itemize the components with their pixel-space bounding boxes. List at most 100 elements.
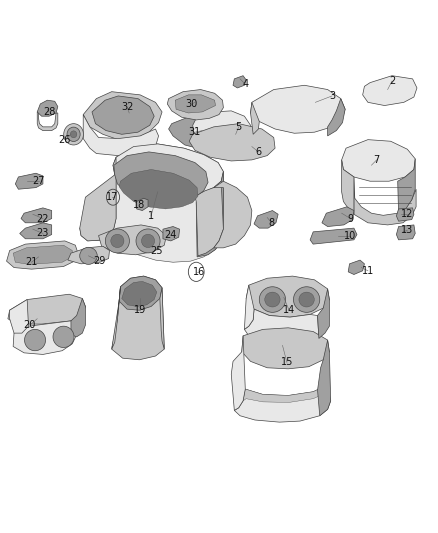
Polygon shape (310, 228, 357, 244)
Text: 7: 7 (374, 155, 380, 165)
Polygon shape (119, 276, 162, 310)
Ellipse shape (259, 287, 286, 312)
Ellipse shape (70, 131, 77, 138)
Text: 31: 31 (189, 127, 201, 137)
Text: 15: 15 (281, 358, 293, 367)
Text: 26: 26 (59, 135, 71, 144)
Ellipse shape (141, 235, 155, 248)
Text: 1: 1 (148, 211, 154, 221)
Text: 13: 13 (401, 225, 413, 235)
Text: 22: 22 (37, 214, 49, 223)
Polygon shape (122, 281, 157, 306)
Polygon shape (196, 172, 223, 257)
Text: 28: 28 (43, 107, 55, 117)
Polygon shape (167, 90, 223, 120)
Polygon shape (99, 225, 166, 255)
Polygon shape (318, 289, 329, 338)
Polygon shape (243, 385, 328, 402)
Polygon shape (251, 85, 345, 133)
Polygon shape (193, 111, 251, 145)
Text: 23: 23 (37, 229, 49, 238)
Text: 8: 8 (268, 218, 275, 228)
Polygon shape (214, 181, 252, 248)
Polygon shape (112, 276, 164, 360)
Polygon shape (10, 300, 28, 333)
Ellipse shape (67, 127, 80, 141)
Polygon shape (175, 95, 215, 113)
Text: 3: 3 (329, 91, 335, 101)
Text: 10: 10 (344, 231, 357, 240)
Ellipse shape (105, 229, 130, 253)
Polygon shape (244, 309, 319, 349)
Polygon shape (251, 102, 259, 134)
Polygon shape (113, 144, 223, 196)
Polygon shape (398, 159, 415, 214)
Polygon shape (112, 287, 120, 349)
Ellipse shape (111, 235, 124, 248)
Text: 16: 16 (193, 267, 205, 277)
Polygon shape (363, 76, 417, 106)
Polygon shape (354, 177, 416, 225)
Polygon shape (342, 140, 415, 181)
Text: 21: 21 (25, 257, 38, 267)
Polygon shape (71, 298, 85, 337)
Polygon shape (195, 181, 223, 256)
Polygon shape (114, 152, 208, 203)
Polygon shape (244, 285, 254, 329)
Polygon shape (119, 169, 198, 209)
Polygon shape (189, 124, 275, 161)
Text: 19: 19 (134, 305, 146, 315)
Polygon shape (13, 321, 77, 354)
Polygon shape (160, 288, 164, 349)
Polygon shape (396, 208, 414, 221)
Text: 29: 29 (94, 256, 106, 266)
Polygon shape (83, 115, 159, 156)
Polygon shape (396, 225, 415, 240)
Text: 24: 24 (164, 230, 176, 239)
Text: 11: 11 (362, 266, 374, 276)
Polygon shape (137, 198, 148, 211)
Text: 9: 9 (347, 214, 353, 223)
Polygon shape (20, 223, 52, 239)
Ellipse shape (136, 229, 160, 253)
Polygon shape (233, 76, 246, 88)
Text: 30: 30 (186, 99, 198, 109)
Polygon shape (80, 157, 116, 241)
Text: 17: 17 (106, 192, 118, 202)
Text: 27: 27 (32, 176, 45, 186)
Text: 12: 12 (401, 209, 413, 219)
Polygon shape (342, 160, 354, 214)
Polygon shape (242, 328, 329, 369)
Text: 18: 18 (133, 200, 145, 209)
Text: 14: 14 (283, 305, 295, 315)
Polygon shape (37, 112, 58, 131)
Ellipse shape (53, 326, 74, 348)
Polygon shape (328, 99, 345, 136)
Text: 20: 20 (24, 320, 36, 330)
Polygon shape (68, 246, 110, 264)
Polygon shape (322, 207, 354, 227)
Text: 6: 6 (255, 147, 261, 157)
Ellipse shape (293, 287, 320, 312)
Polygon shape (318, 340, 331, 416)
Polygon shape (254, 211, 278, 228)
Ellipse shape (64, 124, 83, 145)
Text: 2: 2 (389, 76, 395, 86)
Polygon shape (21, 208, 52, 223)
Polygon shape (231, 336, 245, 410)
Text: 5: 5 (236, 122, 242, 132)
Text: 4: 4 (242, 79, 248, 89)
Text: 32: 32 (121, 102, 133, 111)
Polygon shape (163, 227, 180, 241)
Polygon shape (13, 245, 72, 264)
Ellipse shape (265, 292, 280, 307)
Polygon shape (234, 385, 331, 422)
Polygon shape (7, 241, 78, 269)
Polygon shape (8, 294, 85, 324)
Ellipse shape (80, 247, 97, 264)
Polygon shape (348, 260, 364, 274)
Polygon shape (83, 92, 162, 140)
Polygon shape (37, 100, 58, 116)
Ellipse shape (299, 292, 314, 307)
Polygon shape (80, 144, 223, 262)
